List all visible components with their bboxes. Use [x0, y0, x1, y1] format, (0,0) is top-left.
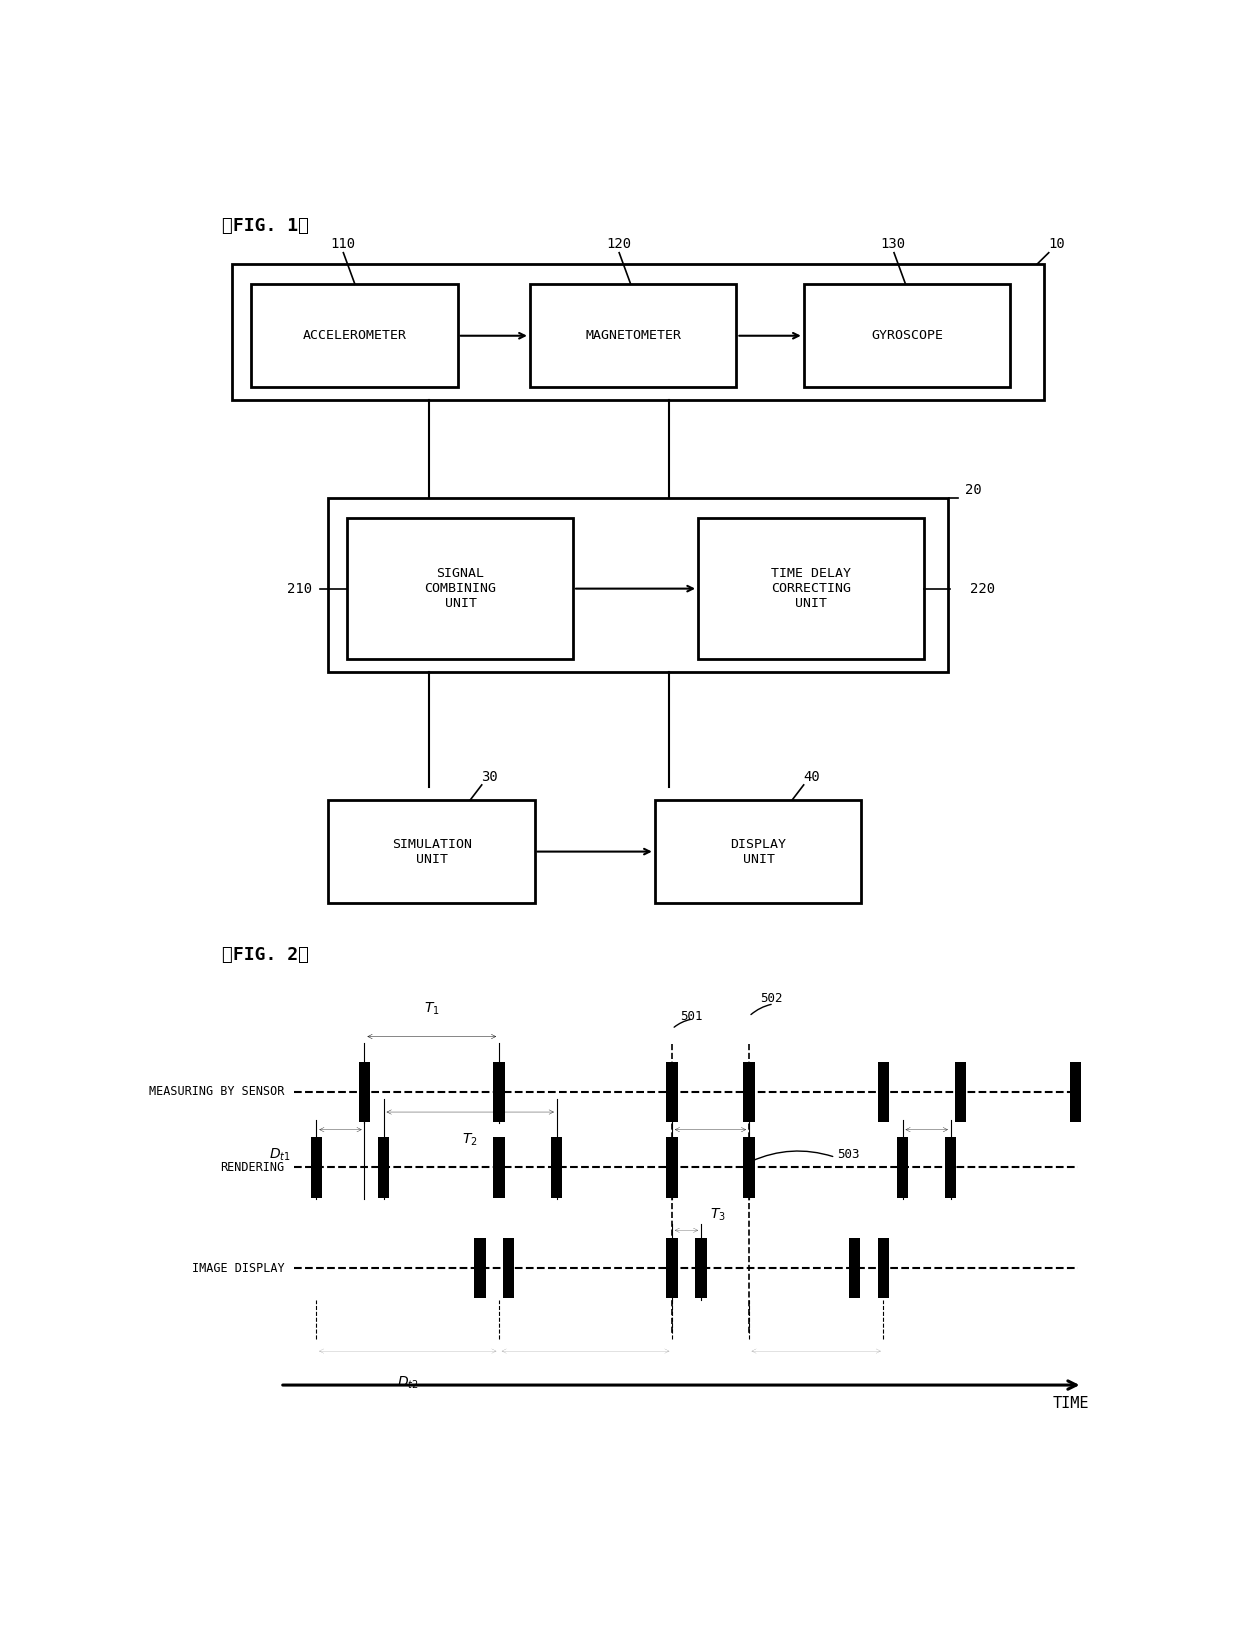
- Text: 503: 503: [837, 1149, 859, 1162]
- Bar: [743, 1062, 755, 1123]
- Text: TIME: TIME: [1053, 1397, 1089, 1412]
- Text: SIGNAL
COMBINING
UNIT: SIGNAL COMBINING UNIT: [424, 567, 496, 609]
- Bar: [878, 1239, 889, 1299]
- Text: 30: 30: [481, 770, 497, 784]
- Text: $T_1$: $T_1$: [424, 1000, 440, 1016]
- Text: IMAGE DISPLAY: IMAGE DISPLAY: [192, 1261, 285, 1275]
- Bar: [666, 1137, 678, 1198]
- Text: 40: 40: [804, 770, 820, 784]
- Bar: [311, 1137, 322, 1198]
- FancyBboxPatch shape: [327, 498, 947, 672]
- Bar: [551, 1137, 563, 1198]
- Bar: [494, 1062, 505, 1123]
- FancyBboxPatch shape: [250, 284, 458, 387]
- Bar: [743, 1137, 755, 1198]
- Text: 【FIG. 2】: 【FIG. 2】: [222, 946, 309, 964]
- Text: $D_{t1}$: $D_{t1}$: [269, 1147, 291, 1163]
- Bar: [494, 1137, 505, 1198]
- Bar: [666, 1062, 678, 1123]
- Text: 220: 220: [970, 582, 994, 596]
- Bar: [945, 1137, 956, 1198]
- FancyBboxPatch shape: [804, 284, 1011, 387]
- Text: $D_{t2}$: $D_{t2}$: [397, 1374, 419, 1391]
- Bar: [503, 1239, 515, 1299]
- FancyBboxPatch shape: [655, 801, 862, 904]
- Text: 210: 210: [286, 582, 311, 596]
- Text: $T_2$: $T_2$: [463, 1131, 479, 1149]
- Text: 110: 110: [330, 237, 355, 252]
- Text: 130: 130: [880, 237, 905, 252]
- Bar: [897, 1137, 909, 1198]
- Text: GYROSCOPE: GYROSCOPE: [872, 328, 944, 342]
- Bar: [849, 1239, 861, 1299]
- FancyBboxPatch shape: [232, 265, 1044, 400]
- Text: 20: 20: [965, 484, 982, 497]
- Bar: [696, 1239, 707, 1299]
- Text: 【FIG. 1】: 【FIG. 1】: [222, 217, 309, 235]
- Text: MEASURING BY SENSOR: MEASURING BY SENSOR: [149, 1085, 285, 1098]
- Text: MAGNETOMETER: MAGNETOMETER: [585, 328, 682, 342]
- Text: 501: 501: [680, 1010, 702, 1023]
- FancyBboxPatch shape: [698, 518, 924, 659]
- Bar: [878, 1062, 889, 1123]
- FancyBboxPatch shape: [529, 284, 737, 387]
- FancyBboxPatch shape: [327, 801, 534, 904]
- Text: RENDERING: RENDERING: [221, 1160, 285, 1173]
- Bar: [955, 1062, 966, 1123]
- Text: TIME DELAY
CORRECTING
UNIT: TIME DELAY CORRECTING UNIT: [771, 567, 852, 609]
- Bar: [378, 1137, 389, 1198]
- Bar: [358, 1062, 371, 1123]
- Text: ACCELEROMETER: ACCELEROMETER: [303, 328, 407, 342]
- FancyBboxPatch shape: [347, 518, 573, 659]
- Bar: [1070, 1062, 1081, 1123]
- Text: SIMULATION
UNIT: SIMULATION UNIT: [392, 838, 471, 866]
- Bar: [474, 1239, 486, 1299]
- Text: $T_3$: $T_3$: [711, 1208, 727, 1224]
- Bar: [666, 1239, 678, 1299]
- Text: 10: 10: [1048, 237, 1065, 252]
- Text: 502: 502: [760, 992, 782, 1005]
- Text: 120: 120: [606, 237, 631, 252]
- Text: DISPLAY
UNIT: DISPLAY UNIT: [730, 838, 786, 866]
